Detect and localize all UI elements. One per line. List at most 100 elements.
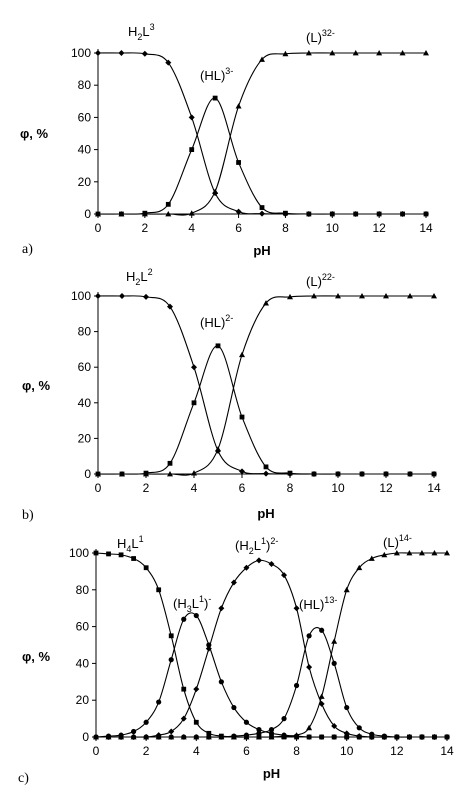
y-tick-label: 80 xyxy=(76,583,90,597)
panel-label: b) xyxy=(22,508,34,523)
x-tick-label: 4 xyxy=(188,221,195,235)
data-point xyxy=(230,579,237,586)
data-point xyxy=(368,555,375,561)
y-tick-label: 60 xyxy=(78,110,92,124)
data-point xyxy=(106,551,111,557)
data-point xyxy=(255,557,262,564)
data-point xyxy=(356,725,362,731)
data-point xyxy=(381,551,388,558)
series-line xyxy=(97,97,426,215)
data-point xyxy=(236,160,241,165)
data-point xyxy=(130,734,137,740)
x-tick-label: 10 xyxy=(331,481,345,495)
data-point xyxy=(329,50,336,56)
data-point xyxy=(282,50,289,57)
y-tick-label: 20 xyxy=(78,175,92,189)
data-point xyxy=(167,303,173,310)
series-(H2L1)2-: (H2L1)2- xyxy=(93,536,450,740)
data-point xyxy=(93,734,99,740)
data-point xyxy=(131,556,137,561)
series-(L3)2-: (L)32- xyxy=(95,28,429,217)
data-point xyxy=(318,693,325,699)
data-point xyxy=(188,210,195,216)
y-tick-label: 80 xyxy=(78,325,92,339)
data-point xyxy=(95,471,101,477)
data-point xyxy=(306,633,312,639)
data-point xyxy=(356,733,363,740)
data-point xyxy=(215,343,221,349)
data-point xyxy=(165,59,172,66)
data-point xyxy=(212,95,218,101)
data-point xyxy=(343,730,350,737)
y-axis-label: φ, % xyxy=(22,378,51,393)
data-point xyxy=(206,730,212,736)
data-point xyxy=(168,734,175,740)
x-tick-label: 4 xyxy=(193,744,200,758)
series-line xyxy=(97,345,434,475)
data-point xyxy=(431,471,437,477)
x-tick-label: 12 xyxy=(372,221,386,235)
data-point xyxy=(305,50,312,56)
x-tick-label: 10 xyxy=(340,744,354,758)
data-point xyxy=(119,471,125,477)
x-tick-label: 8 xyxy=(293,744,300,758)
chart-1: 0 20 40 60 80 100 0 2 4 6 8 10 12 14 φ, % pH a) H2L3 (HL)3… xyxy=(20,22,433,258)
data-point xyxy=(255,734,262,740)
data-point xyxy=(143,471,149,477)
data-point xyxy=(118,734,125,740)
data-point xyxy=(141,211,148,217)
series-line xyxy=(97,295,434,475)
data-point xyxy=(444,734,450,740)
x-tick-label: 10 xyxy=(326,221,340,235)
y-tick-label: 60 xyxy=(76,620,90,634)
data-point xyxy=(352,50,359,56)
data-point xyxy=(343,586,350,593)
x-tick-label: 0 xyxy=(93,744,100,758)
data-point xyxy=(239,414,245,420)
data-point xyxy=(218,605,225,612)
data-point xyxy=(376,211,382,217)
data-point xyxy=(399,50,406,56)
data-point xyxy=(156,699,162,705)
data-point xyxy=(376,50,383,56)
y-tick-label: 40 xyxy=(78,396,92,410)
data-point xyxy=(319,627,325,633)
data-point xyxy=(230,734,237,740)
data-point xyxy=(311,293,317,299)
data-point xyxy=(306,211,312,217)
x-axis-label: pH xyxy=(257,506,274,521)
data-point xyxy=(193,686,200,693)
data-point xyxy=(331,660,337,667)
data-point xyxy=(259,205,265,210)
data-point xyxy=(119,293,125,299)
series-(L2)2-: (L)22- xyxy=(95,272,437,477)
y-tick-label: 0 xyxy=(84,207,91,221)
data-point xyxy=(143,719,149,725)
data-point xyxy=(311,471,317,477)
series-line xyxy=(96,552,447,738)
data-point xyxy=(335,471,341,477)
y-tick-label: 100 xyxy=(71,46,91,60)
data-point xyxy=(193,719,199,725)
x-tick-label: 14 xyxy=(440,744,454,758)
data-point xyxy=(256,727,262,733)
x-tick-label: 6 xyxy=(243,744,250,758)
data-point xyxy=(393,550,400,556)
data-point xyxy=(235,103,242,109)
series-H2L2: H2L2 xyxy=(95,267,437,477)
data-point xyxy=(191,400,197,406)
data-point xyxy=(423,211,429,217)
x-tick-label: 2 xyxy=(142,221,149,235)
data-point xyxy=(168,633,174,639)
data-point xyxy=(93,550,99,556)
y-tick-label: 80 xyxy=(78,78,92,92)
data-point xyxy=(356,564,363,571)
data-point xyxy=(383,471,389,477)
x-tick-label: 8 xyxy=(287,481,294,495)
data-point xyxy=(359,293,365,299)
x-tick-label: 2 xyxy=(143,481,150,495)
y-tick-label: 40 xyxy=(76,656,90,670)
data-point xyxy=(235,208,242,215)
data-point xyxy=(287,470,293,476)
